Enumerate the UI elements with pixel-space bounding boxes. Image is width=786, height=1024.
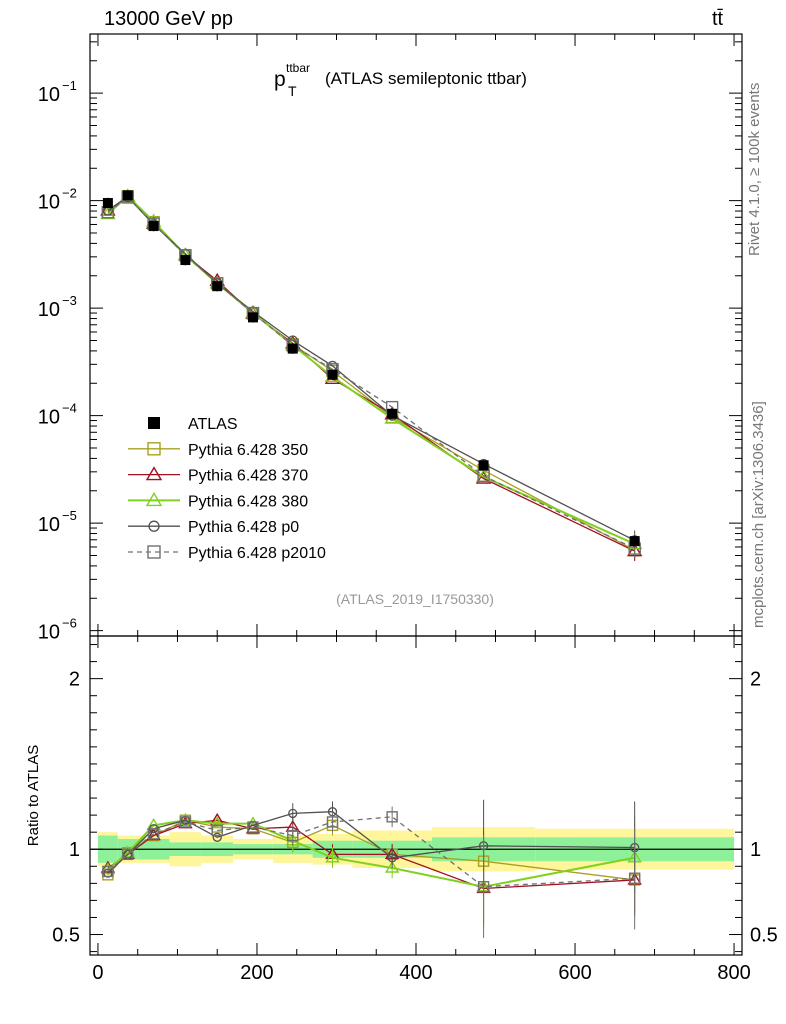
marker-square [247,821,259,833]
marker-triangle [145,492,163,507]
ratio-tick-label-right: 1 [750,839,761,861]
x-tick-label: 600 [558,962,591,984]
series-pythia-6-428-350 [101,189,641,561]
ratio-line [107,816,635,888]
marker-square [147,828,160,840]
y-tick-base: 10 [38,84,60,106]
marker-square [122,848,134,861]
y-tick-exponent: −2 [62,186,77,201]
x-tick-label: 200 [240,962,273,984]
y-tick-exponent: −6 [62,616,77,631]
legend-item: Pythia 6.428 p0 [128,519,299,536]
title-superscript: ttbar [286,61,310,75]
legend-label: ATLAS [188,416,238,433]
marker-square [147,442,161,456]
ratio-pythia-6-428-p2010 [102,806,641,938]
ratio-tick-label-left: 0.5 [52,925,80,947]
title-p: p [274,68,286,91]
y-tick-base: 10 [38,514,60,536]
y-tick-label: 10 −6 [38,616,77,644]
y-tick-exponent: −1 [62,78,77,93]
x-tick-label: 400 [399,962,432,984]
x-tick-label: 800 [717,962,750,984]
marker-triangle [209,816,225,829]
legend-item: Pythia 6.428 p2010 [128,545,326,562]
y-tick-base: 10 [38,622,60,644]
series-pythia-6-428-370 [100,188,643,562]
y-tick-label: 10 −2 [38,186,77,214]
ratio-tick-label-left: 1 [69,839,80,861]
legend-label: Pythia 6.428 350 [188,442,308,459]
legend-label: Pythia 6.428 p2010 [188,545,326,562]
y-tick-base: 10 [38,299,60,321]
ratio-tick-label-right: 0.5 [750,925,778,947]
series-line [107,196,635,542]
y-tick-label: 10 −3 [38,293,77,321]
lower-frame [89,635,743,956]
title-text: (ATLAS semileptonic ttbar) [325,69,527,88]
y-tick-label: 10 −5 [38,508,77,536]
y-tick-label: 10 −4 [38,401,77,429]
lower-y-ticks: 0.5 0.5 1 1 2 2 [52,644,778,953]
legend-label: Pythia 6.428 p0 [188,519,299,536]
title-subscript: T [288,83,297,99]
marker-triangle [145,466,163,481]
y-tick-exponent: −4 [62,401,77,416]
energy-label: 13000 GeV pp [104,8,233,30]
mcplots-label: mcplots.cern.ch [arXiv:1306.3436] [750,401,767,628]
legend-item: ATLAS [148,416,238,433]
marker-square [179,816,192,828]
upper-y-ticks: 10−110−210−310−410−510−6 [38,41,742,644]
series-pythia-6-428-380 [100,188,643,554]
legend-item: Pythia 6.428 380 [128,492,308,510]
marker-circle [123,849,133,860]
marker-circle [103,868,113,878]
legend-item: Pythia 6.428 370 [128,466,308,485]
plot-title: p ttbar T (ATLAS semileptonic ttbar) [274,61,527,99]
marker-square [211,824,223,837]
x-tick-label: 0 [92,962,103,984]
legend-item: Pythia 6.428 350 [128,442,308,459]
analysis-id: (ATLAS_2019_I1750330) [336,591,494,607]
series-pythia-6-428-p0 [102,191,640,551]
legend: ATLAS Pythia 6.428 350 Pythia 6.428 370 Pyt… [128,416,326,562]
process-label: tt̄ [712,8,724,30]
marker-circle [148,520,160,532]
marker-circle [248,820,258,831]
ratio-line [107,811,635,874]
data-atlas [102,190,640,547]
y-tick-label: 10 −1 [38,78,77,106]
ratio-tick-label-left: 2 [69,669,80,691]
marker-square [102,865,114,878]
marker-triangle [146,828,161,841]
y-tick-base: 10 [38,192,60,214]
y-tick-base: 10 [38,407,60,429]
y-tick-exponent: −3 [62,293,77,308]
y-tick-exponent: −5 [62,508,77,523]
ratio-line [107,819,635,888]
ratio-y-axis-label: Ratio to ATLAS [25,745,42,846]
marker-circle [212,832,222,842]
marker-circle [180,815,191,825]
rivet-version-label: Rivet 4.1.0, ≥ 100k events [746,82,763,256]
legend-label: Pythia 6.428 370 [188,468,308,485]
legend-label: Pythia 6.428 380 [188,493,308,510]
series-line [107,196,635,550]
ratio-tick-label-right: 2 [750,669,761,691]
series-pythia-6-428-p2010 [101,191,641,559]
series-line [107,194,636,545]
legend-data-marker [148,417,160,429]
marker-square [147,545,161,559]
x-ticks: 0 200 400 600 800 [92,34,751,984]
